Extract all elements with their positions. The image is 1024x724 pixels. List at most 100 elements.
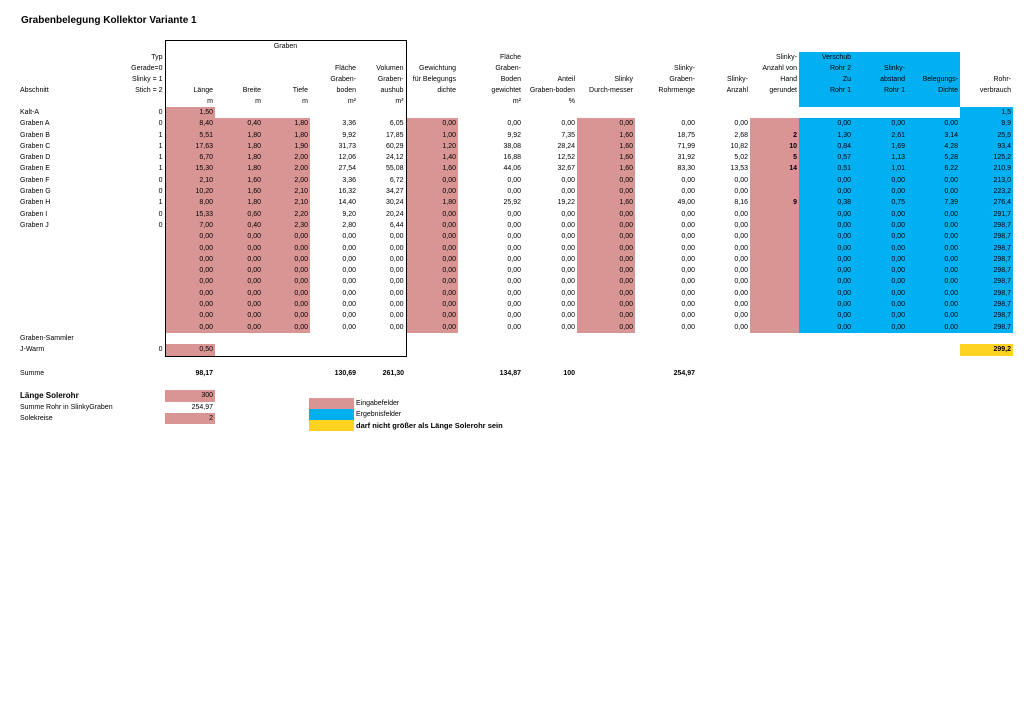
data-cell[interactable]: 0,00 (263, 242, 310, 254)
data-cell[interactable]: 0,00 (406, 253, 458, 266)
data-cell[interactable]: 0,00 (164, 287, 215, 300)
data-cell[interactable]: 2 (750, 129, 799, 141)
data-cell[interactable]: 0,60 (215, 208, 263, 220)
data-cell[interactable]: 2,10 (263, 197, 310, 209)
data-cell[interactable] (750, 242, 799, 254)
data-cell[interactable]: 0,00 (215, 310, 263, 322)
data-cell[interactable]: 0,00 (577, 186, 635, 198)
data-cell[interactable]: 0,00 (406, 276, 458, 288)
data-cell[interactable]: 0 (158, 210, 163, 218)
data-cell[interactable]: 0,00 (164, 321, 215, 333)
data-cell[interactable]: 0,00 (215, 276, 263, 288)
data-cell[interactable]: 0,00 (164, 276, 215, 288)
data-cell[interactable]: 0,00 (215, 253, 263, 266)
data-cell[interactable]: 0,00 (263, 321, 310, 333)
data-cell[interactable] (750, 287, 799, 300)
data-cell[interactable]: 2,00 (263, 163, 310, 175)
data-cell[interactable]: 0,00 (164, 242, 215, 254)
data-cell[interactable] (750, 299, 799, 311)
data-cell[interactable] (750, 118, 799, 130)
data-cell[interactable]: 10 (750, 140, 799, 153)
data-cell[interactable]: 1,60 (577, 140, 635, 153)
data-cell[interactable]: 2,00 (263, 174, 310, 187)
data-cell[interactable]: 0,00 (164, 310, 215, 322)
data-cell[interactable]: 1,80 (215, 140, 263, 153)
data-cell[interactable]: 9 (750, 197, 799, 209)
data-cell[interactable]: 17,63 (164, 140, 215, 153)
data-cell[interactable] (750, 321, 799, 333)
data-cell[interactable]: 0,00 (406, 265, 458, 277)
data-cell[interactable]: 5 (750, 152, 799, 164)
data-cell[interactable] (750, 231, 799, 243)
data-cell[interactable]: 2,10 (263, 186, 310, 198)
data-cell[interactable]: 0,00 (577, 253, 635, 266)
data-cell[interactable]: 5,51 (164, 129, 215, 141)
data-cell[interactable]: 1,90 (263, 140, 310, 153)
data-cell[interactable]: 0,00 (263, 276, 310, 288)
data-cell[interactable]: 0,00 (164, 253, 215, 266)
data-cell[interactable]: 1,60 (215, 174, 263, 187)
data-cell[interactable]: 0,00 (577, 242, 635, 254)
data-cell[interactable]: 14 (750, 163, 799, 175)
data-cell[interactable]: 0,00 (406, 321, 458, 333)
data-cell[interactable]: 0,00 (215, 242, 263, 254)
data-cell[interactable]: 10,20 (164, 186, 215, 198)
data-cell[interactable]: 0,00 (215, 231, 263, 243)
data-cell[interactable]: 0,00 (406, 310, 458, 322)
data-cell[interactable]: 1 (158, 154, 163, 162)
data-cell[interactable] (750, 219, 799, 232)
data-cell[interactable]: 0,00 (577, 208, 635, 220)
data-cell[interactable]: 0,00 (577, 265, 635, 277)
data-cell[interactable]: 0,00 (406, 287, 458, 300)
data-cell[interactable]: 0,00 (263, 253, 310, 266)
data-cell[interactable]: 0,00 (164, 265, 215, 277)
data-cell[interactable]: 0,00 (406, 219, 458, 232)
data-cell[interactable]: 1,80 (215, 197, 263, 209)
data-cell[interactable]: 0 (158, 221, 163, 229)
data-cell[interactable]: 0,00 (577, 276, 635, 288)
data-cell[interactable]: 0,00 (406, 299, 458, 311)
data-cell[interactable]: 1,20 (406, 140, 458, 153)
data-cell[interactable]: 8,40 (164, 118, 215, 130)
data-cell[interactable] (750, 208, 799, 220)
data-cell[interactable]: 15,30 (164, 163, 215, 175)
data-cell[interactable]: 1,80 (263, 118, 310, 130)
data-cell[interactable]: 0,00 (215, 265, 263, 277)
data-cell[interactable]: 0,00 (406, 174, 458, 187)
data-cell[interactable]: 0,00 (263, 231, 310, 243)
data-cell[interactable]: 0,00 (577, 321, 635, 333)
data-cell[interactable]: 1,40 (406, 152, 458, 164)
data-cell[interactable]: 1,60 (577, 129, 635, 141)
data-cell[interactable]: 0,00 (577, 219, 635, 232)
data-cell[interactable]: 15,33 (164, 208, 215, 220)
data-cell[interactable] (750, 265, 799, 277)
data-cell[interactable]: 2,00 (263, 152, 310, 164)
data-cell[interactable]: 8,00 (164, 197, 215, 209)
data-cell[interactable]: 1 (158, 165, 163, 173)
data-cell[interactable]: 1,80 (215, 163, 263, 175)
data-cell[interactable]: 0,00 (215, 299, 263, 311)
data-cell[interactable]: 0,00 (577, 174, 635, 187)
data-cell[interactable]: 7,00 (164, 219, 215, 232)
data-cell[interactable]: 1 (158, 131, 163, 139)
data-cell[interactable]: 1,00 (406, 129, 458, 141)
data-cell[interactable]: 0,00 (263, 310, 310, 322)
data-cell[interactable]: 0,00 (263, 265, 310, 277)
data-cell[interactable]: 1,80 (263, 129, 310, 141)
data-cell[interactable]: 0,40 (215, 219, 263, 232)
extra-value[interactable]: 300 (165, 390, 215, 402)
data-cell[interactable]: 0 (158, 176, 163, 184)
data-cell[interactable]: 1,80 (406, 197, 458, 209)
data-cell[interactable]: 0,00 (577, 118, 635, 130)
data-cell[interactable] (750, 310, 799, 322)
data-cell[interactable] (750, 253, 799, 266)
data-cell[interactable]: 0,40 (215, 118, 263, 130)
data-cell[interactable]: 1,50 (164, 107, 215, 119)
data-cell[interactable]: 6,70 (164, 152, 215, 164)
data-cell[interactable]: 0,00 (577, 287, 635, 300)
data-cell[interactable]: 0,00 (164, 231, 215, 243)
data-cell[interactable]: 0,00 (406, 186, 458, 198)
data-cell[interactable]: 0,00 (263, 287, 310, 300)
data-cell[interactable]: 1,60 (577, 152, 635, 164)
data-cell[interactable]: 1,60 (215, 186, 263, 198)
